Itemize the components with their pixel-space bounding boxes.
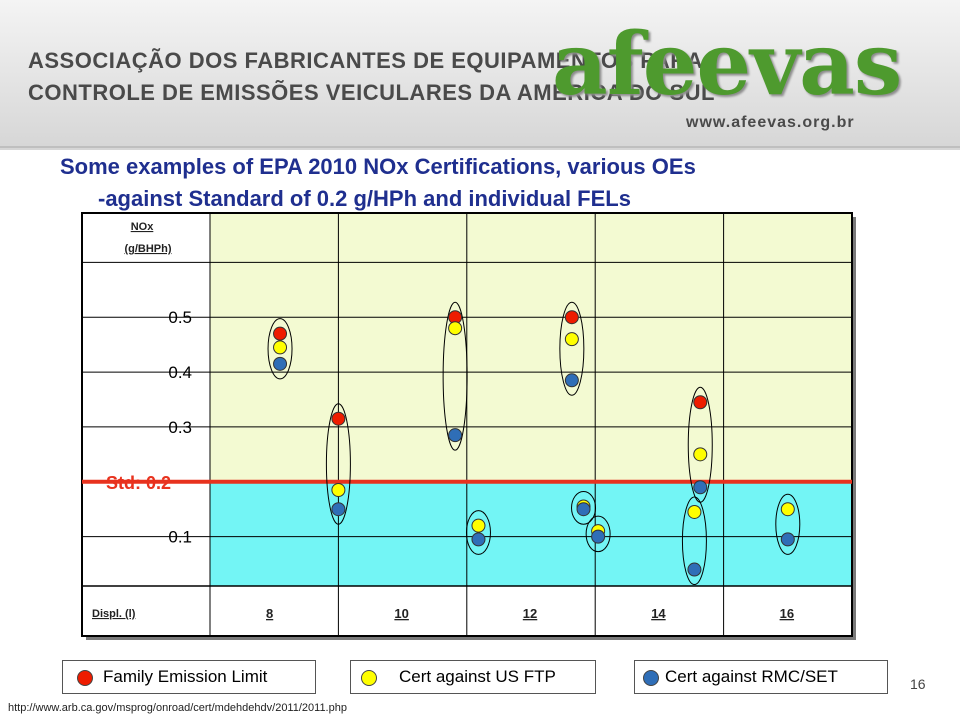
page-number: 16 xyxy=(910,676,926,692)
legend-label-rmc: Cert against RMC/SET xyxy=(665,667,838,686)
header-divider xyxy=(0,146,960,148)
x-tick-label: 12 xyxy=(523,606,537,621)
rmc-point xyxy=(448,428,463,443)
rmc-point xyxy=(273,356,288,371)
y-tick-label: 0.3 xyxy=(168,418,192,437)
rmc-point xyxy=(693,480,708,495)
association-name-line-2: CONTROLE DE EMISSÕES VEICULARES DA AMÉRI… xyxy=(28,80,715,105)
x-tick-label: 14 xyxy=(651,606,666,621)
fel-point xyxy=(693,395,708,410)
y-axis-label-line-1: NOx xyxy=(131,221,155,233)
legend-label-fel: Family Emission Limit xyxy=(103,667,268,686)
rmc-point xyxy=(591,529,606,544)
afeevas-logo: afeevas xyxy=(552,14,902,115)
standard-label: Std: 0.2 xyxy=(106,473,171,493)
ftp-point xyxy=(693,447,708,462)
group-oval xyxy=(571,490,597,525)
y-axis-label-line-2: (g/BHPh) xyxy=(124,243,171,255)
y-tick-label: 0.4 xyxy=(168,363,192,382)
group-oval xyxy=(681,496,707,586)
x-tick-label: 10 xyxy=(394,606,408,621)
source-url: http://www.arb.ca.gov/msprog/onroad/cert… xyxy=(8,702,347,714)
legend-label-ftp: Cert against US FTP xyxy=(399,667,556,686)
group-oval xyxy=(559,301,585,396)
rmc-point xyxy=(780,532,795,547)
header-banner: ASSOCIAÇÃO DOS FABRICANTES DE EQUIPAMENT… xyxy=(0,0,960,150)
chart-border xyxy=(81,212,853,637)
x-tick-label: 16 xyxy=(780,606,794,621)
group-oval xyxy=(585,515,611,553)
website-address: www.afeevas.org.br xyxy=(686,114,855,131)
y-tick-label: 0.1 xyxy=(168,528,192,547)
ftp-point xyxy=(273,340,288,355)
rmc-point xyxy=(687,562,702,577)
ftp-point xyxy=(448,321,463,336)
slide-title-line-2: -against Standard of 0.2 g/HPh and indiv… xyxy=(98,186,631,211)
ftp-point xyxy=(471,518,486,533)
group-oval xyxy=(325,403,351,525)
fel-point xyxy=(273,326,288,341)
below-standard-region xyxy=(210,481,852,586)
association-name-line-1: ASSOCIAÇÃO DOS FABRICANTES DE EQUIPAMENT… xyxy=(28,48,704,73)
legend-item-rmc: Cert against RMC/SET xyxy=(634,660,888,694)
fel-point xyxy=(564,310,579,325)
slide-title-line-1: Some examples of EPA 2010 NOx Certificat… xyxy=(60,154,696,179)
x-axis-label: Displ. (l) xyxy=(92,608,136,620)
ftp-point xyxy=(564,332,579,347)
ftp-point xyxy=(687,504,702,519)
rmc-point xyxy=(331,502,346,517)
rmc-point xyxy=(564,373,579,388)
x-tick-label: 8 xyxy=(266,606,273,621)
ftp-point xyxy=(780,502,795,517)
group-oval xyxy=(442,301,468,451)
rmc-point xyxy=(576,502,591,517)
above-standard-region xyxy=(210,213,852,482)
rmc-point xyxy=(471,532,486,547)
fel-point xyxy=(331,411,346,426)
ftp-point xyxy=(331,483,346,498)
group-oval xyxy=(465,510,491,555)
group-oval xyxy=(267,318,293,380)
group-oval xyxy=(775,493,801,555)
legend-marker-ftp xyxy=(361,670,377,686)
legend-item-ftp: Cert against US FTP xyxy=(350,660,596,694)
y-tick-label: 0.5 xyxy=(168,308,192,327)
legend-marker-fel xyxy=(77,670,93,686)
legend-marker-rmc xyxy=(643,670,659,686)
legend-item-fel: Family Emission Limit xyxy=(62,660,316,694)
